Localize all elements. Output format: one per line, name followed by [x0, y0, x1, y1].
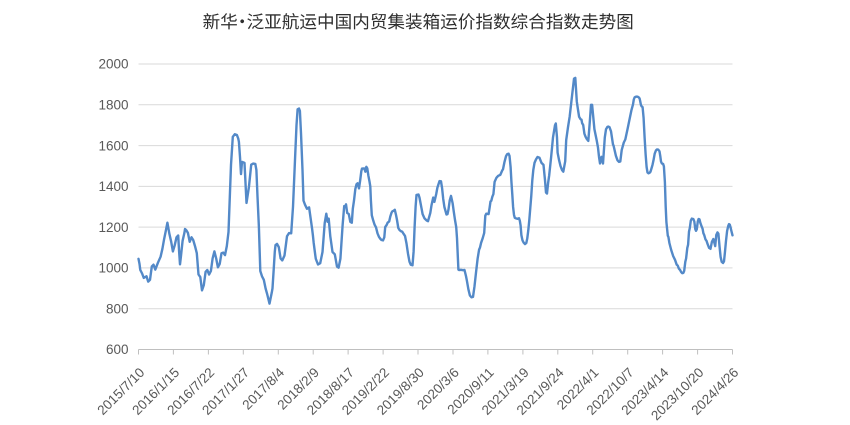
svg-text:1400: 1400 — [98, 179, 128, 194]
svg-text:2000: 2000 — [98, 57, 128, 72]
svg-text:1800: 1800 — [98, 98, 128, 113]
svg-text:1000: 1000 — [98, 261, 128, 276]
svg-text:600: 600 — [106, 342, 129, 357]
svg-text:800: 800 — [106, 301, 129, 316]
svg-text:1600: 1600 — [98, 138, 128, 153]
svg-text:1200: 1200 — [98, 220, 128, 235]
